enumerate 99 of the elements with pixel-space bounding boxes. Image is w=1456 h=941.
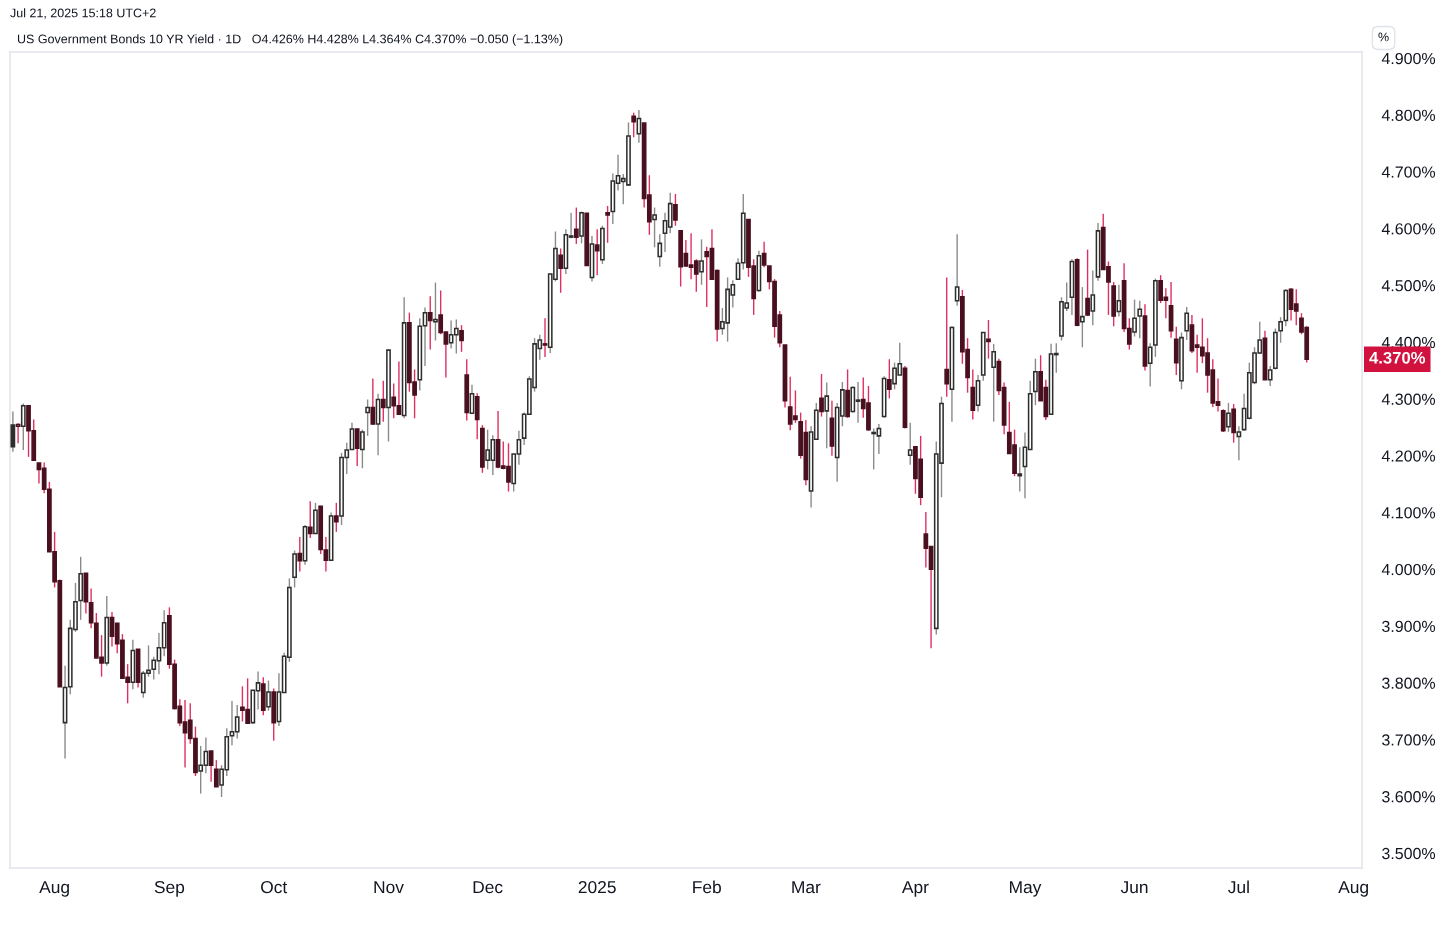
y-tick-label: 3.900% [1382, 620, 1436, 633]
y-tick-label: 4.000% [1381, 563, 1436, 576]
candlestick [1017, 446, 1023, 493]
candlestick [433, 281, 438, 342]
candlestick [594, 228, 600, 276]
candlestick [1231, 403, 1237, 444]
candlestick [1033, 357, 1038, 406]
x-tick-label: Jun [1120, 881, 1148, 894]
y-tick-label: 4.100% [1381, 507, 1436, 519]
candlestick [673, 193, 678, 227]
y-tick-label: 3.800% [1382, 677, 1436, 689]
y-tick-label: 4.600% [1381, 223, 1436, 235]
y-tick-label: 4.500% [1381, 280, 1436, 292]
candlestick [605, 205, 610, 244]
candlestick [970, 368, 976, 421]
candlestick [1267, 365, 1273, 387]
candlestick [850, 385, 856, 414]
candlestick [667, 192, 673, 234]
candlestick [631, 112, 637, 138]
candlestick [699, 238, 704, 286]
candlestick [459, 324, 464, 353]
candlestick [365, 398, 371, 437]
candlestick [1220, 408, 1226, 433]
x-tick-label: Aug [39, 881, 69, 897]
candlestick [213, 759, 219, 788]
candlestick [657, 233, 663, 268]
candlestick [573, 206, 579, 245]
text: Jul 21, 2025 15:18 UTC+2 [10, 8, 156, 19]
x-tick-label: Sep [154, 880, 185, 897]
candlestick [542, 317, 548, 358]
candlestick [652, 206, 657, 249]
candlestick [1147, 342, 1153, 388]
candlestick [307, 500, 313, 539]
text: 4.370% [1369, 351, 1426, 364]
candlestick [485, 428, 491, 471]
candlestick [1278, 316, 1283, 344]
candlestick [266, 679, 271, 712]
candlestick [1158, 274, 1164, 304]
candlestick [234, 704, 240, 740]
x-tick-label: Dec [473, 881, 503, 894]
candlestick [1236, 425, 1242, 461]
x-tick-label: Apr [901, 881, 929, 897]
candlestick [704, 246, 710, 308]
y-tick-label: 3.700% [1382, 734, 1436, 746]
candlestick [1085, 248, 1090, 317]
candlestick [693, 258, 699, 293]
candlestick [579, 210, 584, 245]
x-tick-label: 2025 [578, 880, 616, 894]
candlestick [370, 377, 376, 426]
candlestick [558, 247, 564, 294]
candlestick [354, 427, 360, 467]
y-axis-title: % [1378, 32, 1389, 42]
x-tick-label: Aug [1338, 881, 1368, 897]
candlestick [944, 276, 950, 398]
candlestick [474, 392, 480, 440]
y-tick-label: 4.700% [1381, 166, 1436, 178]
candlestick [986, 319, 991, 360]
candlestick [819, 373, 824, 418]
y-tick-label: 4.800% [1381, 109, 1436, 121]
candlestick [313, 502, 318, 535]
candlestick [923, 511, 929, 569]
candlestick [391, 382, 397, 419]
candlestick [1132, 298, 1137, 338]
chart-title: US Government Bonds 10 YR Yield · 1D [17, 34, 241, 44]
candlestick [453, 318, 459, 355]
candlestick [360, 428, 365, 469]
candlestick [954, 233, 960, 307]
candlestick [1090, 269, 1096, 326]
candlestick [1079, 286, 1085, 348]
x-tick-label: Nov [374, 881, 404, 894]
candlestick [292, 549, 297, 589]
y-tick-label: 3.500% [1382, 847, 1436, 860]
candlestick [871, 427, 877, 471]
candlestick [20, 402, 26, 451]
candlestick [1137, 300, 1143, 339]
candlestick [1226, 402, 1231, 433]
y-tick-label: 3.600% [1382, 791, 1436, 803]
x-tick-label: Jul [1228, 880, 1249, 894]
y-tick-label: 4.300% [1381, 393, 1436, 405]
x-tick-label: Feb [693, 880, 721, 894]
candlestick [333, 502, 339, 533]
candlestick [1173, 326, 1179, 376]
y-tick-label: 4.200% [1381, 450, 1436, 462]
candlestick [991, 343, 997, 423]
x-tick-label: May [1010, 881, 1042, 897]
candlestick [907, 422, 913, 466]
candlestick [1293, 288, 1299, 326]
x-tick-label: Oct [261, 880, 288, 894]
candlestick [297, 536, 303, 573]
candlestick [427, 295, 433, 351]
candlestick [886, 358, 892, 400]
candlestick [380, 380, 386, 423]
x-tick-label: Mar [792, 881, 821, 894]
candlestick [1184, 306, 1190, 341]
candlestick [10, 410, 16, 453]
candlestick [824, 381, 830, 450]
chart-subtitle: O4.426% H4.428% L4.364% C4.370% −0.050 (−1.13%) [252, 34, 563, 46]
y-tick-label: 4.900% [1381, 52, 1436, 65]
candlestick [198, 745, 204, 795]
